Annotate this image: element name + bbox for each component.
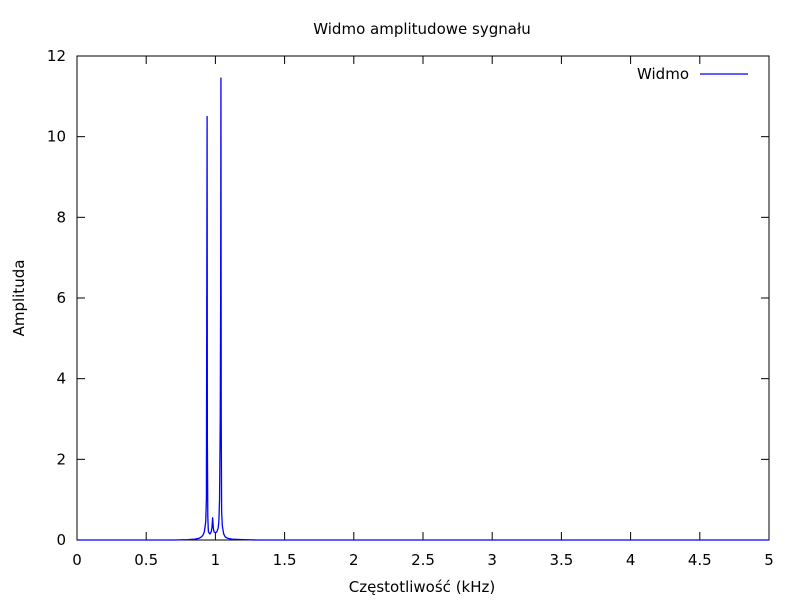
x-tick-label: 1 xyxy=(211,551,221,569)
y-tick-label: 10 xyxy=(47,128,66,146)
legend-label: Widmo xyxy=(637,65,689,83)
x-tick-label: 3 xyxy=(487,551,497,569)
legend: Widmo xyxy=(637,65,748,83)
x-tick-label: 3.5 xyxy=(549,551,573,569)
plot-frame xyxy=(76,55,770,541)
y-tick-label: 6 xyxy=(56,289,66,307)
chart-title: Widmo amplitudowe sygnału xyxy=(313,20,530,38)
series-group xyxy=(77,77,769,541)
y-tick-label: 2 xyxy=(56,450,66,468)
y-axis-label: Amplituda xyxy=(10,260,28,337)
x-tick-label: 5 xyxy=(764,551,774,569)
y-tick-label: 12 xyxy=(47,47,66,65)
y-ticks: 0 2 4 6 8 10 12 xyxy=(47,47,769,549)
x-tick-label: 2 xyxy=(349,551,359,569)
y-tick-label: 4 xyxy=(56,370,66,388)
x-tick-label: 4.5 xyxy=(688,551,712,569)
x-axis-label: Częstotliwość (kHz) xyxy=(349,578,495,596)
x-ticks: 0 0.5 1 1.5 2 2.5 3 3.5 4 4.5 5 xyxy=(72,56,774,569)
x-tick-label: 2.5 xyxy=(411,551,435,569)
x-tick-label: 1.5 xyxy=(273,551,297,569)
y-tick-label: 0 xyxy=(56,531,66,549)
series-line-widmo xyxy=(77,77,769,541)
y-tick-label: 8 xyxy=(56,208,66,226)
x-tick-label: 0 xyxy=(72,551,82,569)
x-tick-label: 4 xyxy=(626,551,636,569)
x-tick-label: 0.5 xyxy=(134,551,158,569)
plot-border xyxy=(76,55,770,541)
